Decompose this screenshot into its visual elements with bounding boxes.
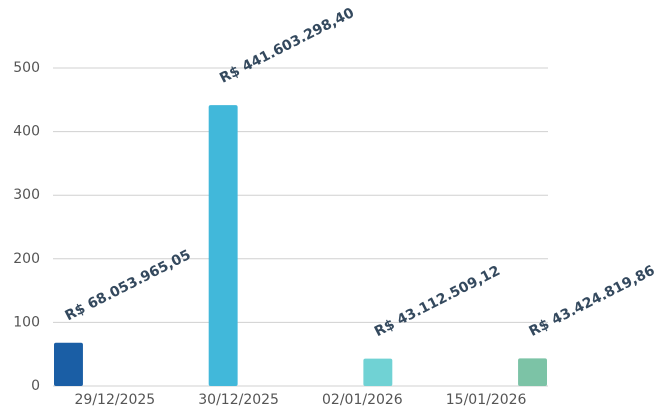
bar xyxy=(518,358,547,386)
data-label: R$ 441.603.298,40 xyxy=(217,5,357,87)
x-tick-label: 30/12/2025 xyxy=(198,392,279,406)
bar xyxy=(208,105,238,386)
x-tick-label: 15/01/2026 xyxy=(446,392,527,406)
bar xyxy=(363,358,393,386)
data-label: R$ 43.112.509,12 xyxy=(372,263,503,340)
x-tick-label: 02/01/2026 xyxy=(322,392,403,406)
y-tick-label: 100 xyxy=(13,314,40,330)
y-tick-label: 300 xyxy=(13,187,40,203)
y-tick-label: 0 xyxy=(31,378,40,394)
data-label: R$ 43.424.819,86 xyxy=(527,263,658,340)
y-tick-label: 200 xyxy=(13,251,40,267)
y-tick-label: 400 xyxy=(13,124,40,140)
y-tick-label: 500 xyxy=(13,60,40,76)
x-tick-label: 29/12/2025 xyxy=(75,392,156,406)
bar xyxy=(54,342,83,386)
